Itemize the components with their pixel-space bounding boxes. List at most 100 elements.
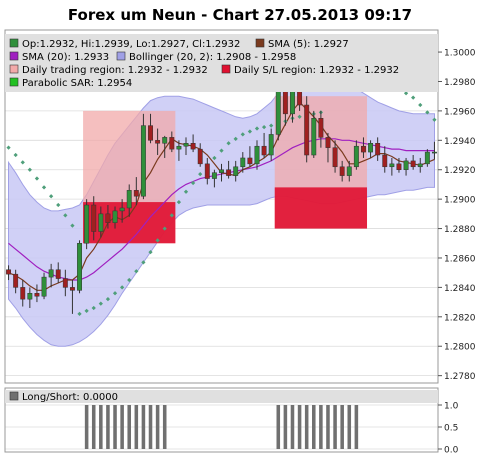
y-tick-label: 1.2860 (444, 254, 476, 264)
candle-body (375, 143, 381, 156)
candle-body (353, 145, 359, 168)
candle-body (98, 213, 104, 232)
sar-point (219, 148, 224, 153)
long-short-bar (283, 405, 288, 449)
candle-body (325, 137, 331, 148)
y-tick-label: 1.2920 (444, 166, 476, 176)
long-short-bar (127, 405, 131, 449)
long-short-bar (113, 405, 117, 449)
legend-sma20: SMA (20): 1.2933 (22, 52, 109, 63)
legend-sar: Parabolic SAR: 1.2954 (22, 78, 132, 89)
sar-point (27, 167, 32, 172)
candle-body (240, 157, 246, 168)
sar-point (63, 213, 68, 218)
candle-body (112, 210, 118, 223)
legend-background (5, 34, 438, 92)
long-short-bar (148, 405, 153, 449)
candle-body (211, 172, 217, 179)
long-short-bar (106, 405, 110, 449)
long-short-legend-background (5, 390, 438, 403)
long-short-bar (297, 405, 302, 449)
long-short-bar (141, 405, 146, 449)
candle-body (261, 145, 267, 156)
sar-point (183, 189, 189, 194)
long-short-bar (120, 405, 124, 449)
candle-body (432, 151, 437, 154)
y-tick-label: 1.2800 (444, 343, 476, 353)
candle-body (254, 145, 260, 165)
candle-body (126, 190, 132, 209)
candle-body (382, 154, 388, 168)
sar-point (254, 126, 260, 131)
candle-body (304, 104, 310, 156)
legend-sma5: SMA (5): 1.2927 (268, 39, 349, 50)
sar-point (20, 160, 25, 165)
long-short-bar (84, 405, 89, 449)
sar-point (134, 269, 139, 274)
sub-plot-frame (4, 387, 439, 453)
y-tick-label: 1.2820 (444, 313, 476, 323)
sar-point (41, 185, 47, 190)
candle-body (77, 243, 82, 291)
long-short-bar (276, 405, 281, 449)
candle-body (148, 125, 153, 141)
sar-point (34, 176, 40, 181)
legend-swatch-bollinger (116, 51, 126, 61)
y-tick-label: 1.3000 (444, 49, 476, 59)
candle-body (290, 88, 295, 115)
candle-body (41, 276, 47, 297)
candle-body (34, 293, 40, 297)
long-short-bar (312, 405, 316, 449)
legend-swatch-sar (9, 77, 19, 87)
sar-point (6, 145, 11, 150)
candle-body (226, 169, 232, 176)
candle-body (233, 166, 239, 176)
candle-body (389, 163, 395, 168)
sar-point (233, 136, 238, 141)
y-tick-label: 1.2840 (444, 284, 476, 294)
candle-body (368, 143, 374, 153)
candle-body (84, 204, 90, 244)
sar-point (13, 152, 18, 158)
chart-title: Forex um Neun - Chart 27.05.2013 09:17 (68, 6, 412, 24)
sar-point (127, 277, 132, 283)
sar-point (176, 199, 182, 205)
candle-body (311, 118, 317, 156)
sar-point (49, 194, 54, 199)
candle-body (20, 287, 26, 300)
candle-body (155, 140, 161, 144)
sar-point (226, 141, 231, 146)
sar-point (56, 202, 61, 208)
candle-body (169, 137, 175, 150)
sar-point (155, 238, 160, 243)
candle-body (62, 278, 68, 288)
candle-body (424, 151, 430, 165)
legend-swatch-sma20 (9, 51, 19, 61)
candle-body (396, 163, 402, 170)
long-short-bar (333, 405, 337, 449)
sar-point (212, 155, 217, 161)
candle-body (119, 207, 125, 212)
candle-body (48, 269, 54, 278)
sar-point (141, 260, 146, 265)
sar-point (70, 223, 75, 228)
sar-point (190, 180, 196, 186)
legend-swatch-long-short (9, 391, 19, 401)
long-short-bar (155, 405, 160, 449)
sar-point (148, 249, 153, 255)
candle-body (27, 293, 33, 300)
candle-body (91, 204, 97, 232)
long-short-bar (326, 405, 330, 449)
sar-point (240, 132, 245, 137)
candle-body (69, 287, 75, 291)
sub-y-tick-label: 0.0 (444, 446, 459, 456)
candle-body (410, 160, 416, 168)
y-tick-label: 1.2960 (444, 107, 476, 117)
long-short-bar (340, 405, 344, 449)
candle-body (190, 143, 196, 150)
candle-body (346, 166, 352, 176)
long-short-bar (162, 405, 167, 449)
long-short-bar (354, 405, 359, 449)
candle-body (183, 143, 189, 147)
